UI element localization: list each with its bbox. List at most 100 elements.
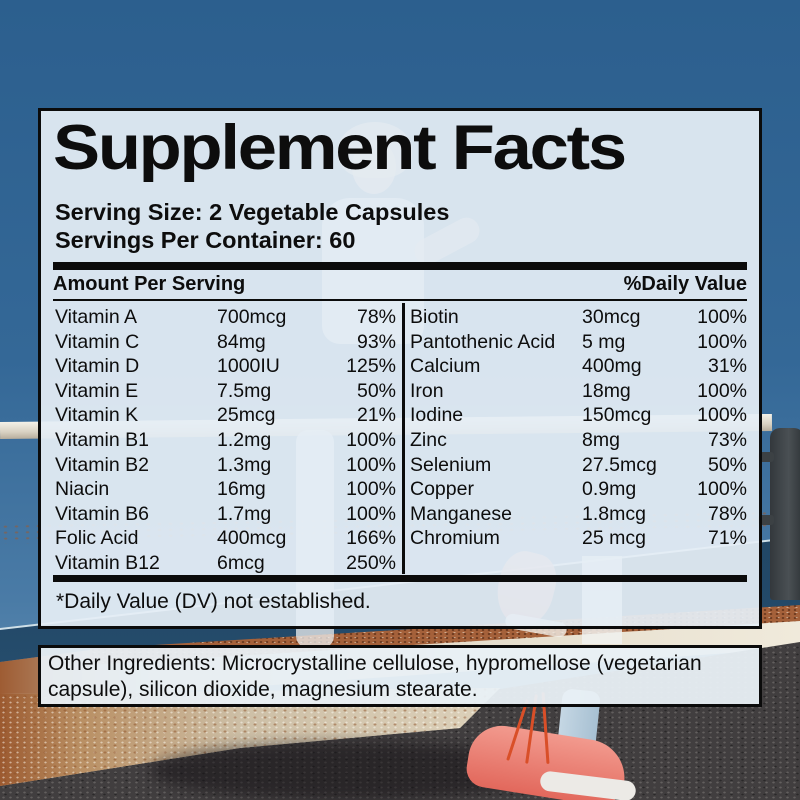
table-row: Biotin 30mcg 100% — [410, 305, 747, 330]
row-nutrient-name: Pantothenic Acid — [410, 330, 556, 353]
row-daily-value: 250% — [346, 551, 396, 574]
row-nutrient-name: Niacin — [55, 478, 110, 501]
table-row: Vitamin B2 1.3mg 100% — [55, 453, 396, 478]
servings-per-container: Servings Per Container: 60 — [55, 227, 356, 253]
row-amount: 1000IU — [217, 355, 280, 378]
row-nutrient-name: Manganese — [410, 502, 512, 525]
serving-size: Serving Size: 2 Vegetable Capsules — [55, 199, 450, 225]
row-amount: 400mcg — [217, 527, 287, 550]
table-row: Vitamin C 84mg 93% — [55, 330, 396, 355]
other-ingredients-text: Other Ingredients: Microcrystalline cell… — [48, 652, 702, 701]
daily-value-header: %Daily Value — [623, 273, 747, 295]
row-nutrient-name: Iron — [410, 379, 444, 402]
table-row: Vitamin A 700mcg 78% — [55, 305, 396, 330]
row-amount: 8mg — [582, 428, 620, 451]
table-row: Chromium 25 mcg 71% — [410, 526, 747, 551]
table-row: Selenium 27.5mcg 50% — [410, 453, 747, 478]
row-daily-value: 21% — [356, 404, 396, 427]
row-amount: 1.3mg — [217, 453, 272, 476]
row-nutrient-name: Vitamin B1 — [55, 428, 149, 451]
railing-bolt — [758, 452, 774, 462]
row-daily-value: 100% — [697, 379, 747, 402]
table-row: Vitamin B6 1.7mg 100% — [55, 502, 396, 527]
divider-bar — [53, 575, 747, 582]
row-daily-value: 100% — [346, 478, 396, 501]
row-amount: 1.7mg — [217, 502, 272, 525]
table-row: Vitamin E 7.5mg 50% — [55, 379, 396, 404]
row-daily-value: 100% — [697, 330, 747, 353]
row-daily-value: 125% — [346, 355, 396, 378]
table-row: Pantothenic Acid 5 mg 100% — [410, 330, 747, 355]
row-nutrient-name: Vitamin B2 — [55, 453, 149, 476]
panel-title: Supplement Facts — [53, 113, 627, 183]
row-daily-value: 100% — [346, 502, 396, 525]
row-nutrient-name: Vitamin K — [55, 404, 139, 427]
row-daily-value: 71% — [707, 527, 747, 550]
table-row: Vitamin D 1000IU 125% — [55, 354, 396, 379]
row-amount: 1.2mg — [217, 428, 272, 451]
row-amount: 5 mg — [582, 330, 626, 353]
row-daily-value: 31% — [707, 355, 747, 378]
row-amount: 84mg — [217, 330, 266, 353]
row-nutrient-name: Vitamin A — [55, 306, 138, 328]
row-nutrient-name: Vitamin E — [55, 379, 139, 402]
row-amount: 0.9mg — [582, 478, 637, 501]
row-amount: 7.5mg — [217, 379, 272, 402]
row-amount: 25mcg — [217, 404, 276, 427]
table-header-row: Amount Per Serving %Daily Value — [53, 273, 747, 296]
table-row: Niacin 16mg 100% — [55, 477, 396, 502]
row-nutrient-name: Vitamin D — [55, 355, 140, 378]
table-row: Iodine 150mcg 100% — [410, 403, 747, 428]
row-nutrient-name: Selenium — [410, 453, 492, 476]
row-nutrient-name: Copper — [410, 478, 474, 501]
table-row: Vitamin K 25mcg 21% — [55, 403, 396, 428]
row-daily-value: 78% — [356, 306, 396, 328]
daily-value-footnote: *Daily Value (DV) not established. — [56, 590, 371, 613]
nutrients-column-right: Biotin 30mcg 100% Pantothenic Acid 5 mg 100% C… — [405, 303, 753, 574]
railing-bolt — [758, 515, 774, 525]
row-amount: 16mg — [217, 478, 266, 501]
row-nutrient-name: Folic Acid — [55, 527, 139, 550]
row-amount: 400mg — [582, 355, 642, 378]
row-amount: 27.5mcg — [582, 453, 657, 476]
row-daily-value: 100% — [346, 453, 396, 476]
other-ingredients-box: Other Ingredients: Microcrystalline cell… — [38, 645, 762, 707]
row-nutrient-name: Chromium — [410, 527, 500, 550]
row-daily-value: 93% — [356, 330, 396, 353]
railing-post — [770, 428, 800, 600]
row-amount: 1.8mcg — [582, 502, 646, 525]
row-nutrient-name: Biotin — [410, 306, 459, 328]
row-daily-value: 100% — [697, 478, 747, 501]
row-nutrient-name: Vitamin C — [55, 330, 140, 353]
row-nutrient-name: Zinc — [410, 428, 447, 451]
row-daily-value: 73% — [707, 428, 747, 451]
divider-bar — [53, 262, 747, 270]
row-amount: 700mcg — [217, 306, 287, 328]
row-nutrient-name: Vitamin B6 — [55, 502, 149, 525]
row-amount: 30mcg — [582, 306, 641, 328]
row-nutrient-name: Calcium — [410, 355, 481, 378]
row-amount: 6mcg — [217, 551, 265, 574]
row-daily-value: 100% — [697, 306, 747, 328]
table-row: Copper 0.9mg 100% — [410, 477, 747, 502]
table-row: Calcium 400mg 31% — [410, 354, 747, 379]
row-daily-value: 100% — [697, 404, 747, 427]
row-daily-value: 50% — [707, 453, 747, 476]
amount-per-serving-header: Amount Per Serving — [53, 273, 246, 295]
row-daily-value: 50% — [356, 379, 396, 402]
table-row: Vitamin B1 1.2mg 100% — [55, 428, 396, 453]
row-daily-value: 100% — [346, 428, 396, 451]
table-row: Manganese 1.8mcg 78% — [410, 502, 747, 527]
nutrients-table: Vitamin A 700mcg 78% Vitamin C 84mg 93% Vitami… — [53, 303, 753, 574]
table-row: Iron 18mg 100% — [410, 379, 747, 404]
header-rule — [53, 299, 747, 301]
row-daily-value: 78% — [707, 502, 747, 525]
nutrients-column-left: Vitamin A 700mcg 78% Vitamin C 84mg 93% Vitami… — [53, 303, 405, 574]
table-row: Vitamin B12 6mcg 250% — [55, 551, 396, 576]
supplement-facts-panel: Supplement Facts Serving Size: 2 Vegetab… — [38, 108, 762, 629]
row-amount: 18mg — [582, 379, 631, 402]
row-daily-value: 166% — [346, 527, 396, 550]
table-row: Folic Acid 400mcg 166% — [55, 526, 396, 551]
table-row: Zinc 8mg 73% — [410, 428, 747, 453]
